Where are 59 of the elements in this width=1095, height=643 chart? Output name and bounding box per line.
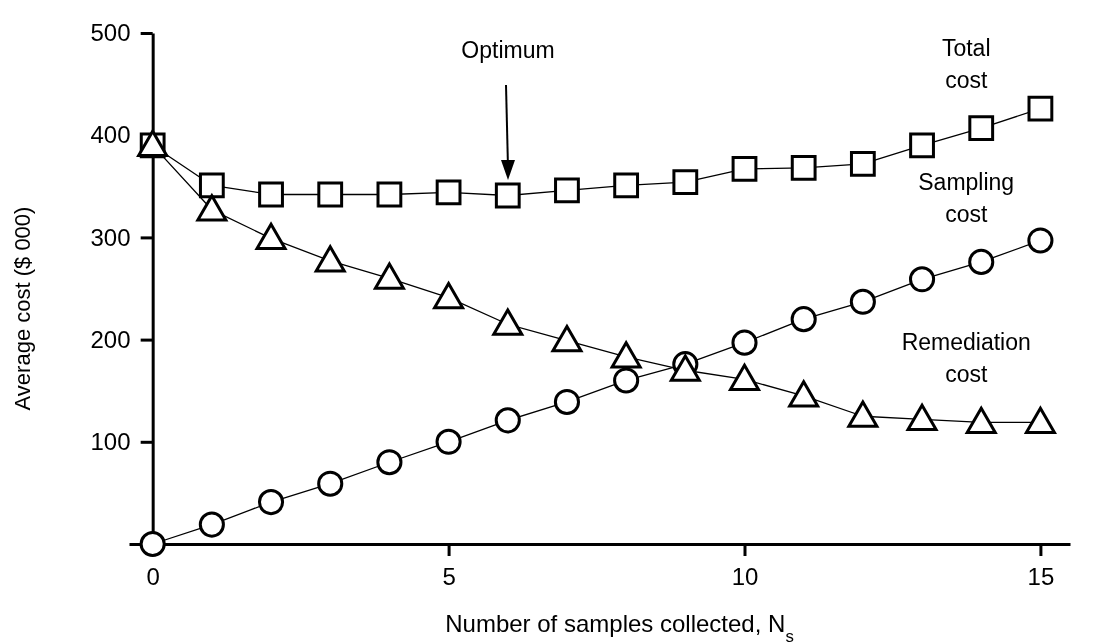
- point: [433, 282, 465, 310]
- point: [613, 367, 640, 394]
- point: [198, 511, 225, 538]
- point: [258, 181, 284, 208]
- x-tick-label: 15: [1027, 563, 1055, 591]
- point: [317, 470, 344, 497]
- x-axis-title: Number of samples collected, N$_{s}$: [445, 610, 794, 643]
- point: [317, 181, 344, 208]
- point: [494, 182, 521, 209]
- series-label: Sampling cost: [918, 168, 1015, 227]
- point: [376, 181, 403, 208]
- x-tick-label: 5: [442, 563, 456, 591]
- point: [492, 308, 524, 336]
- point: [553, 388, 581, 415]
- point: [849, 288, 876, 315]
- point: [613, 172, 640, 199]
- point: [314, 245, 346, 273]
- point: [909, 132, 935, 159]
- y-tick-label: 300: [90, 223, 131, 251]
- y-tick-label: 100: [90, 427, 131, 455]
- point: [610, 341, 642, 369]
- point: [198, 172, 225, 199]
- y-tick-label: 500: [90, 19, 131, 47]
- point: [788, 380, 820, 408]
- point: [790, 155, 817, 181]
- point: [731, 329, 758, 356]
- point: [849, 150, 876, 177]
- series-label: Remediation cost: [901, 329, 1031, 388]
- point: [435, 179, 462, 206]
- point: [554, 177, 580, 204]
- x-tick-label: 0: [146, 563, 160, 591]
- point: [257, 489, 285, 516]
- point: [728, 363, 761, 392]
- point: [435, 428, 462, 455]
- point: [373, 262, 405, 290]
- point: [847, 400, 879, 428]
- x-tick-label: 10: [731, 563, 759, 591]
- point: [968, 248, 995, 275]
- y-tick-label: 200: [90, 325, 131, 353]
- point: [139, 530, 166, 558]
- point: [672, 169, 699, 196]
- point: [1027, 95, 1054, 122]
- point: [790, 306, 817, 333]
- point: [196, 194, 228, 222]
- y-axis-title: Average cost ($ 000): [10, 206, 35, 411]
- point: [1024, 406, 1056, 434]
- point: [965, 406, 997, 434]
- point: [494, 407, 521, 434]
- point: [908, 266, 936, 293]
- point: [376, 449, 403, 476]
- point: [906, 403, 938, 431]
- point: [731, 156, 758, 182]
- point: [255, 222, 287, 251]
- point: [551, 324, 583, 353]
- point: [1027, 227, 1054, 254]
- series-label: Total cost: [941, 35, 991, 94]
- y-tick-label: 400: [90, 121, 131, 149]
- point: [968, 115, 995, 141]
- annotation: Optimum: [461, 37, 555, 63]
